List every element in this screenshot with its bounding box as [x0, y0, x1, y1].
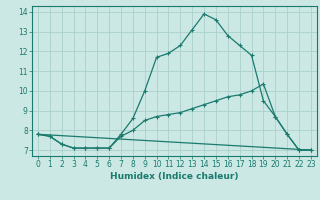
X-axis label: Humidex (Indice chaleur): Humidex (Indice chaleur)	[110, 172, 239, 181]
